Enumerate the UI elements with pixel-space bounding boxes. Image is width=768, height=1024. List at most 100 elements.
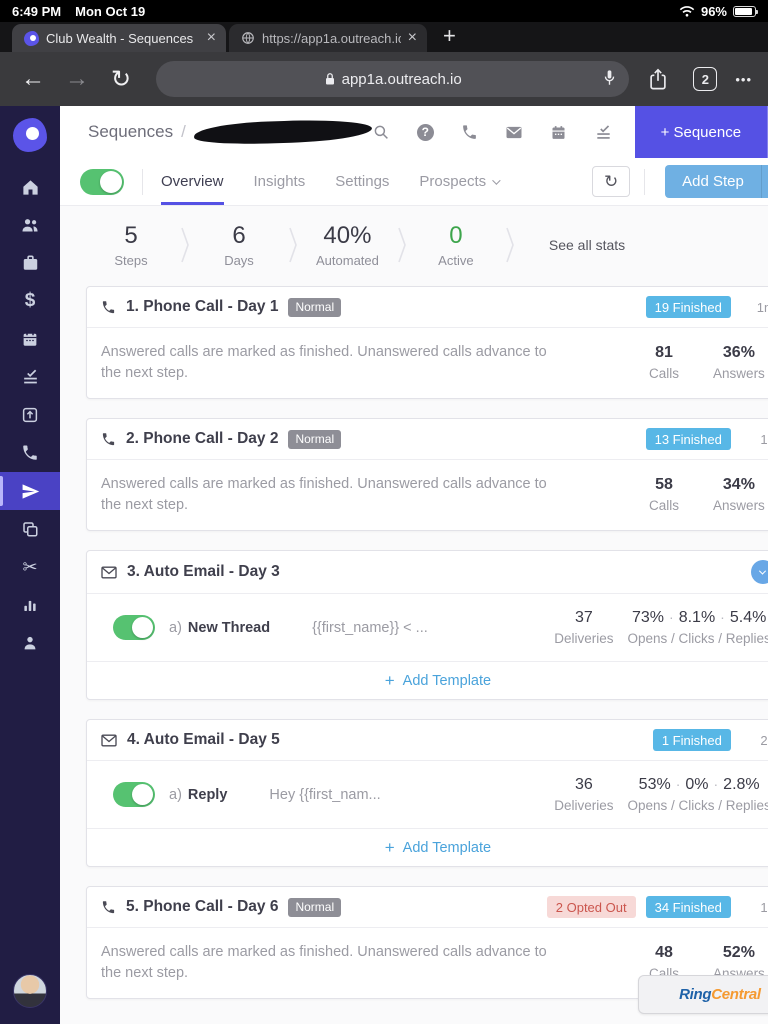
sequence-controls-row: Overview Insights Settings Prospects ↻ A… — [60, 158, 768, 206]
sidebar-item-tasks[interactable] — [0, 358, 60, 396]
ringcentral-widget[interactable]: RingCentral — [637, 975, 768, 1014]
add-step-caret[interactable] — [760, 165, 768, 198]
paper-plane-icon — [22, 483, 39, 499]
variant-name[interactable]: New Thread — [187, 619, 271, 636]
browser-tab-background[interactable]: https://app1a.outreach.io × — [229, 24, 427, 52]
tasks-icon — [23, 369, 37, 384]
step-description: Answered calls are marked as finished. U… — [101, 944, 547, 982]
rates-metric: 73% · 8.1% · 5.4% Opens / Clicks / Replies — [627, 609, 768, 647]
sequence-tabs: Overview Insights Settings Prospects — [161, 158, 501, 205]
chevron-down-icon — [759, 567, 767, 575]
sidebar-item-opportunities[interactable]: $ — [0, 282, 60, 320]
stat-divider — [397, 225, 407, 265]
sidebar-item-home[interactable] — [0, 168, 60, 206]
sidebar-item-templates[interactable] — [0, 510, 60, 548]
sidebar-item-calls[interactable] — [0, 434, 60, 472]
tab-title: Club Wealth - Sequences — [46, 30, 194, 46]
variant-prefix: a) — [169, 619, 182, 636]
add-template-button[interactable]: + Add Template — [87, 828, 768, 866]
step-header[interactable]: 4. Auto Email - Day 5 1 Finished 2d — [87, 720, 768, 762]
stat-divider — [180, 225, 190, 265]
sidebar-item-profile[interactable] — [0, 624, 60, 662]
step-description: Answered calls are marked as finished. U… — [101, 344, 547, 382]
inbox-up-icon — [22, 407, 38, 423]
help-icon[interactable]: ? — [416, 123, 434, 141]
reload-button[interactable]: ↻ — [110, 65, 132, 93]
search-icon[interactable] — [372, 123, 390, 141]
variant-toggle[interactable] — [113, 615, 155, 641]
chevron-down-icon — [492, 175, 501, 185]
step-header[interactable]: 1. Phone Call - Day 1 Normal 19 Finished… — [87, 287, 768, 328]
task-list-icon[interactable] — [594, 124, 613, 141]
email-icon — [101, 566, 117, 579]
stat-divider — [288, 225, 298, 265]
variant-subject-preview[interactable]: Hey {{first_nam... — [269, 786, 381, 803]
url-text: app1a.outreach.io — [341, 70, 462, 88]
sidebar-item-accounts[interactable] — [0, 244, 60, 282]
sidebar-item-calendar[interactable] — [0, 320, 60, 358]
tab-switcher-button[interactable]: 2 — [693, 67, 718, 91]
variant-toggle[interactable] — [113, 782, 155, 808]
variant-name[interactable]: Reply — [187, 786, 228, 803]
step-header[interactable]: 5. Phone Call - Day 6 Normal 2 Opted Out… — [87, 887, 768, 929]
finished-badge[interactable]: 34 Finished — [645, 896, 731, 919]
breadcrumb-separator: / — [181, 122, 186, 141]
app-header: Sequences / ? — [60, 106, 768, 158]
back-button[interactable]: ← — [21, 65, 45, 92]
dollar-icon: $ — [24, 290, 36, 311]
close-tab-icon[interactable]: × — [407, 29, 417, 46]
address-bar[interactable]: app1a.outreach.io — [156, 61, 630, 97]
browser-tab-active[interactable]: Club Wealth - Sequences × — [12, 24, 226, 52]
collapse-step-button[interactable] — [750, 560, 768, 585]
email-variant-row: a) New Thread {{first_name}} < ... 37 De… — [87, 594, 768, 661]
call-icon[interactable] — [461, 124, 478, 141]
sidebar-item-outbox[interactable] — [0, 396, 60, 434]
sidebar-item-sequences[interactable] — [0, 472, 60, 510]
close-tab-icon[interactable]: × — [206, 29, 216, 46]
microphone-icon[interactable] — [602, 68, 617, 89]
variant-subject-preview[interactable]: {{first_name}} < ... — [312, 619, 428, 636]
add-template-button[interactable]: + Add Template — [87, 661, 768, 699]
stat-steps: 5 Steps — [114, 222, 148, 268]
new-tab-button[interactable]: + — [443, 23, 456, 48]
meetings-calendar-icon[interactable] — [550, 124, 567, 141]
add-step-split-button: Add Step — [665, 165, 768, 198]
answers-metric: 34% Answers — [713, 476, 765, 514]
sidebar-item-reports[interactable] — [0, 586, 60, 624]
tab-overview[interactable]: Overview — [161, 158, 224, 205]
finished-badge[interactable]: 19 Finished — [645, 296, 731, 318]
date: Mon Oct 19 — [75, 3, 146, 19]
finished-badge[interactable]: 13 Finished — [645, 428, 731, 451]
overflow-menu-icon[interactable]: ••• — [735, 71, 752, 87]
finished-badge[interactable]: 1 Finished — [652, 729, 731, 752]
add-step-button[interactable]: Add Step — [665, 165, 761, 198]
quick-actions-button[interactable] — [766, 106, 768, 158]
email-icon — [101, 734, 117, 747]
opted-out-badge[interactable]: 2 Opted Out — [546, 896, 636, 919]
user-avatar[interactable] — [13, 974, 47, 1008]
tab-insights[interactable]: Insights — [253, 173, 306, 190]
share-icon[interactable] — [647, 67, 669, 91]
outreach-logo-icon[interactable] — [13, 118, 47, 152]
stat-automated: 40% Automated — [316, 222, 379, 268]
plus-icon: + — [384, 670, 395, 690]
step-header[interactable]: 2. Phone Call - Day 2 Normal 13 Finished… — [87, 419, 768, 461]
breadcrumb-sequences[interactable]: Sequences — [88, 122, 174, 141]
step-title: 4. Auto Email - Day 5 — [127, 731, 280, 749]
sequence-name-redacted[interactable] — [193, 117, 373, 147]
see-all-stats-link[interactable]: See all stats — [548, 237, 626, 253]
refresh-button[interactable]: ↻ — [592, 166, 631, 197]
forward-button[interactable]: → — [65, 65, 89, 92]
mail-icon[interactable] — [505, 125, 523, 140]
step-age: 1d — [760, 431, 768, 447]
sidebar-item-people[interactable] — [0, 206, 60, 244]
sequence-enabled-toggle[interactable] — [80, 168, 124, 195]
sidebar-item-snippets[interactable]: ✂ — [0, 548, 60, 586]
battery-percent: 96% — [700, 3, 727, 19]
scissors-icon: ✂ — [22, 556, 38, 577]
tab-settings[interactable]: Settings — [335, 173, 390, 190]
new-sequence-button[interactable]: + Sequence — [634, 106, 767, 158]
step-header[interactable]: 3. Auto Email - Day 3 — [87, 551, 768, 595]
tab-prospects[interactable]: Prospects — [419, 158, 501, 205]
sequence-stats-row: 5 Steps 6 Days 40% Automated 0 Active Se… — [60, 206, 768, 286]
